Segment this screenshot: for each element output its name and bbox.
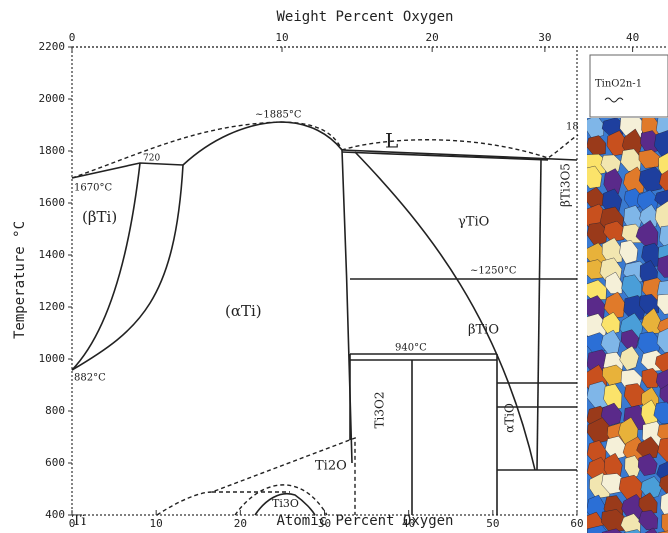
x-tick-label: 20 xyxy=(234,517,247,530)
x-tick-label: 40 xyxy=(402,517,415,530)
label: ~1885°C xyxy=(255,110,302,121)
top-tick-label: 20 xyxy=(426,31,439,44)
label: αTiO xyxy=(503,403,517,433)
y-tick-label: 800 xyxy=(45,404,65,417)
y-tick-label: 600 xyxy=(45,456,65,469)
label: βTi3O5 xyxy=(559,163,573,207)
x-axis-title: Atomic Percent Oxygen xyxy=(276,513,453,529)
label: Ti2O xyxy=(315,459,347,474)
top-tick-label: 40 xyxy=(626,31,639,44)
phase-diagram: TinO2n-1 Weight Percent Oxygen Atomic Pe… xyxy=(0,0,668,533)
label: 1670°C xyxy=(74,183,112,194)
label: Ti3O2 xyxy=(373,392,387,429)
label: 18 xyxy=(566,122,579,133)
x-tick-label: 50 xyxy=(486,517,499,530)
y-axis-title: Temperature °C xyxy=(12,221,28,339)
y-tick-label: 1200 xyxy=(39,300,66,313)
y-tick-label: 400 xyxy=(45,508,65,521)
plot-frame xyxy=(72,47,577,515)
label: Ti3O xyxy=(272,497,299,510)
phase-boundaries xyxy=(72,122,578,515)
y-tick-label: 1000 xyxy=(39,352,66,365)
y-tick-label: 1400 xyxy=(39,248,66,261)
label: 882°C xyxy=(74,373,106,384)
x-tick-label: 60 xyxy=(570,517,583,530)
x-tick-label: 10 xyxy=(150,517,163,530)
y-tick-label: 1800 xyxy=(39,144,66,157)
top-tick-label: 10 xyxy=(275,31,288,44)
top-axis-title: Weight Percent Oxygen xyxy=(276,9,453,25)
top-tick-label: 0 xyxy=(69,31,76,44)
label: (βTi) xyxy=(82,208,117,226)
label: (αTi) xyxy=(225,302,262,320)
label: TinO2n-1 xyxy=(595,79,642,90)
label: γTiO xyxy=(458,215,489,230)
y-tick-label: 1600 xyxy=(39,196,66,209)
label: βTiO xyxy=(468,323,499,338)
label: L xyxy=(385,129,398,153)
label: 940°C xyxy=(395,343,427,354)
y-tick-label: 2200 xyxy=(39,40,66,53)
micrograph xyxy=(582,113,668,533)
label: 720 xyxy=(143,154,160,164)
x-tick-label: 0 xyxy=(69,517,76,530)
top-tick-label: 30 xyxy=(538,31,551,44)
x-tick-label: 30 xyxy=(318,517,331,530)
y-tick-label: 2000 xyxy=(39,92,66,105)
label: ~1250°C xyxy=(470,266,517,277)
